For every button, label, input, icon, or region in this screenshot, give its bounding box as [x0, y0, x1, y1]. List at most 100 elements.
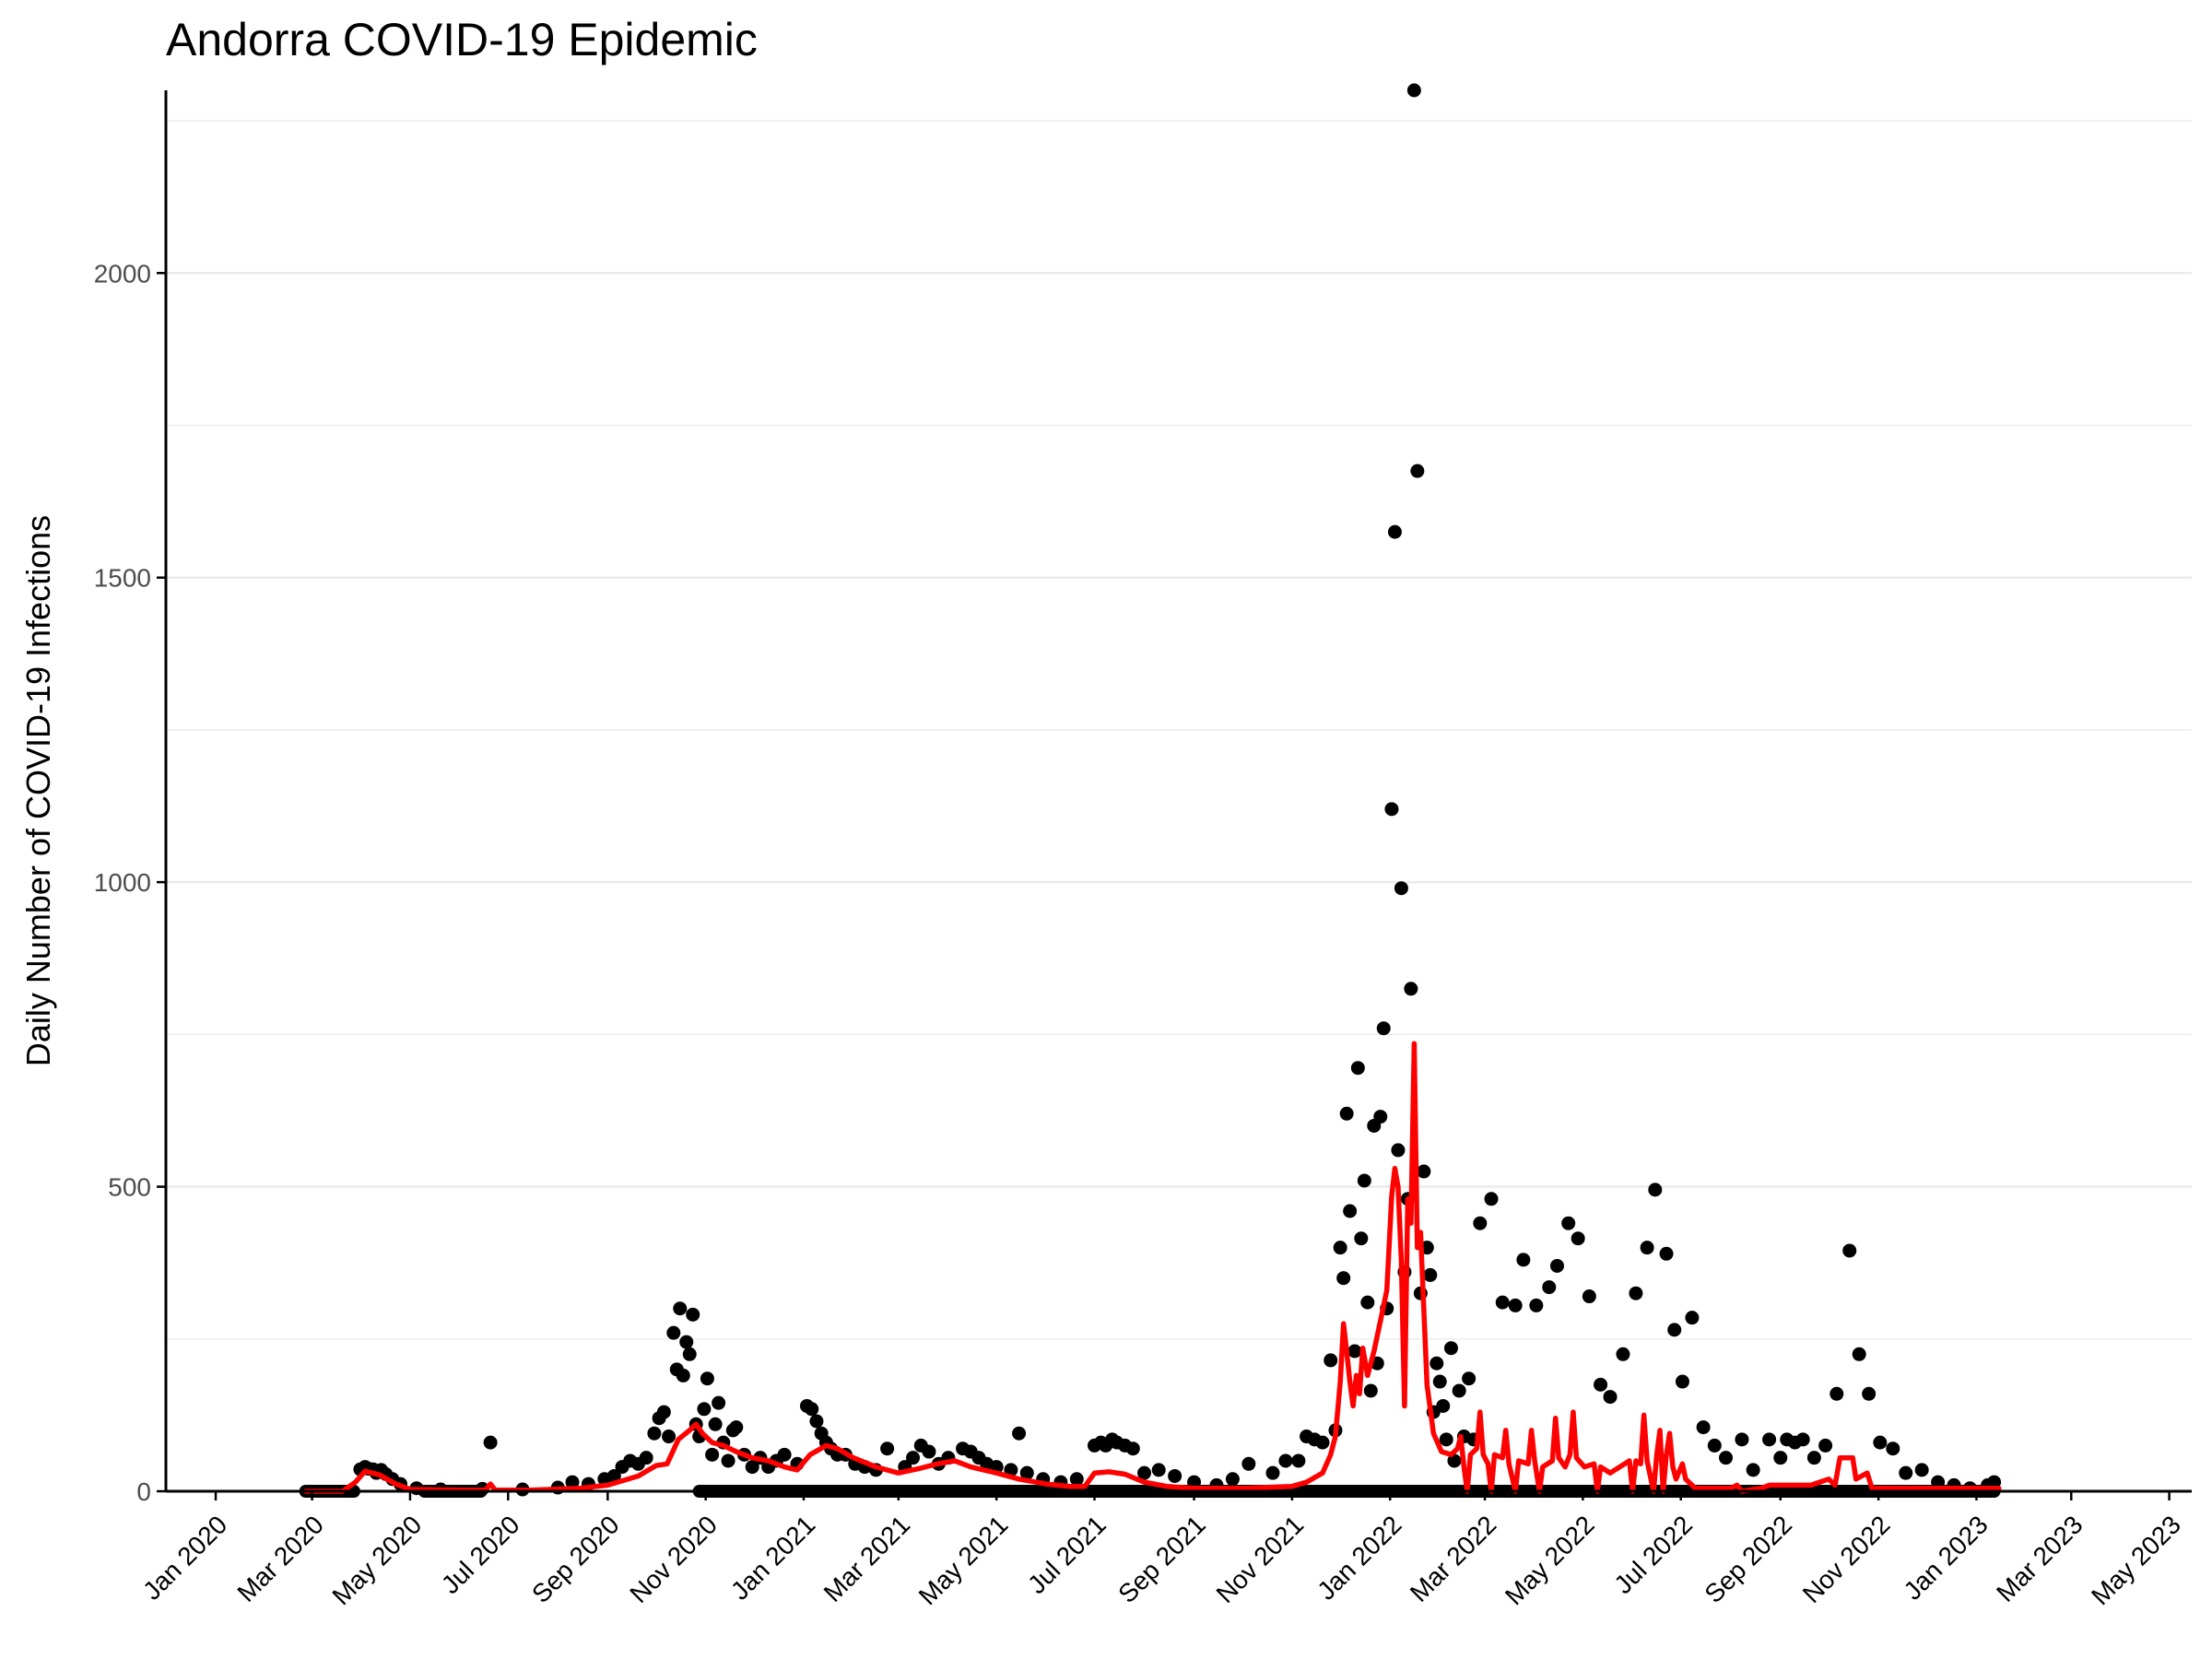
data-point — [1278, 1453, 1293, 1468]
data-point — [1391, 1143, 1406, 1158]
y-tick-label: 1500 — [94, 564, 151, 593]
data-point — [673, 1301, 688, 1316]
data-point — [647, 1426, 662, 1441]
data-point — [1324, 1353, 1338, 1368]
y-axis-title: Daily Number of COVID-19 Infections — [19, 515, 57, 1066]
data-point — [1571, 1231, 1585, 1246]
x-tick-label: Mar 2021 — [818, 1510, 916, 1607]
data-point — [1473, 1216, 1488, 1230]
data-point — [1495, 1295, 1510, 1310]
data-point — [697, 1402, 712, 1417]
data-point — [1333, 1241, 1347, 1255]
data-point — [1886, 1441, 1900, 1456]
data-point — [1387, 524, 1402, 539]
data-point — [1685, 1311, 1700, 1325]
data-point — [676, 1368, 690, 1382]
data-point — [1549, 1258, 1564, 1273]
data-point — [1137, 1465, 1152, 1480]
chart-title: Andorra COVID-19 Epidemic — [166, 14, 758, 65]
x-tick-label: Jan 2022 — [1312, 1510, 1406, 1605]
data-point — [1225, 1472, 1240, 1487]
data-point — [721, 1453, 735, 1468]
data-point — [880, 1441, 895, 1456]
data-point — [809, 1414, 824, 1429]
data-point — [1069, 1472, 1084, 1487]
x-tick-label: Mar 2023 — [1991, 1510, 2088, 1607]
data-point — [700, 1371, 714, 1386]
data-point — [1795, 1432, 1810, 1447]
data-point — [1696, 1420, 1711, 1435]
data-point — [1354, 1231, 1369, 1246]
data-point — [1447, 1453, 1462, 1468]
data-point — [656, 1405, 671, 1419]
x-tick-label: May 2022 — [1500, 1510, 1600, 1610]
y-tick-label: 1000 — [94, 868, 151, 897]
x-tick-label: Jan 2023 — [1898, 1510, 1993, 1605]
data-point — [565, 1475, 580, 1489]
data-point — [662, 1430, 677, 1444]
data-point — [1357, 1173, 1371, 1188]
data-point — [1019, 1465, 1034, 1480]
data-point — [686, 1307, 700, 1322]
data-point — [1125, 1441, 1140, 1456]
data-point — [1667, 1323, 1682, 1337]
data-point — [1394, 881, 1408, 896]
data-point — [1529, 1298, 1544, 1312]
scatter-points — [353, 83, 2002, 1497]
data-point — [1830, 1386, 1844, 1401]
x-tick-label: Sep 2021 — [1112, 1510, 1211, 1608]
y-tick-label: 0 — [136, 1477, 151, 1506]
data-point — [922, 1444, 936, 1459]
gridlines — [166, 120, 2192, 1340]
data-point — [1436, 1398, 1451, 1413]
data-point — [1430, 1356, 1444, 1371]
data-point — [1659, 1246, 1674, 1261]
data-point — [1862, 1386, 1877, 1401]
data-point — [639, 1451, 653, 1465]
data-point — [1151, 1463, 1166, 1477]
data-point — [1439, 1432, 1453, 1447]
data-point — [1363, 1383, 1378, 1398]
data-point — [1931, 1475, 1946, 1489]
x-tick-label: Sep 2022 — [1699, 1510, 1797, 1608]
data-point — [1432, 1374, 1447, 1389]
x-tick-label: Jul 2022 — [1608, 1510, 1698, 1599]
data-point — [483, 1435, 498, 1450]
data-point — [1347, 1344, 1362, 1359]
data-point — [1291, 1453, 1306, 1468]
data-point — [1773, 1451, 1788, 1465]
data-point — [1336, 1271, 1351, 1286]
data-point — [777, 1447, 792, 1462]
data-point — [1629, 1286, 1643, 1300]
data-point — [729, 1420, 744, 1435]
x-tick-label: Mar 2020 — [231, 1510, 329, 1607]
axes — [164, 90, 2192, 1493]
data-point — [1675, 1374, 1689, 1389]
y-tick-label: 2000 — [94, 259, 151, 288]
data-point — [1746, 1463, 1760, 1477]
data-point — [1818, 1438, 1833, 1453]
data-point — [1516, 1253, 1531, 1267]
data-point — [712, 1395, 726, 1410]
data-point — [1350, 1061, 1365, 1076]
x-tick-label: May 2021 — [913, 1510, 1014, 1610]
y-axis-ticks: 0 500 1000 1500 2000 — [94, 259, 166, 1506]
data-point — [1384, 802, 1399, 817]
x-tick-label: May 2020 — [326, 1510, 427, 1610]
data-point — [1648, 1182, 1663, 1197]
data-point — [1806, 1451, 1821, 1465]
x-tick-label: Jan 2020 — [137, 1510, 232, 1605]
data-point — [666, 1325, 681, 1340]
data-point — [1423, 1267, 1438, 1282]
x-tick-label: Nov 2022 — [1797, 1510, 1896, 1608]
x-tick-label: Jul 2020 — [436, 1510, 525, 1599]
data-point — [682, 1347, 697, 1361]
data-point — [1616, 1347, 1630, 1361]
data-point — [606, 1468, 621, 1483]
data-point — [1542, 1280, 1557, 1295]
data-point — [1410, 464, 1425, 478]
x-tick-label: Nov 2020 — [624, 1510, 723, 1608]
data-point — [705, 1447, 720, 1462]
